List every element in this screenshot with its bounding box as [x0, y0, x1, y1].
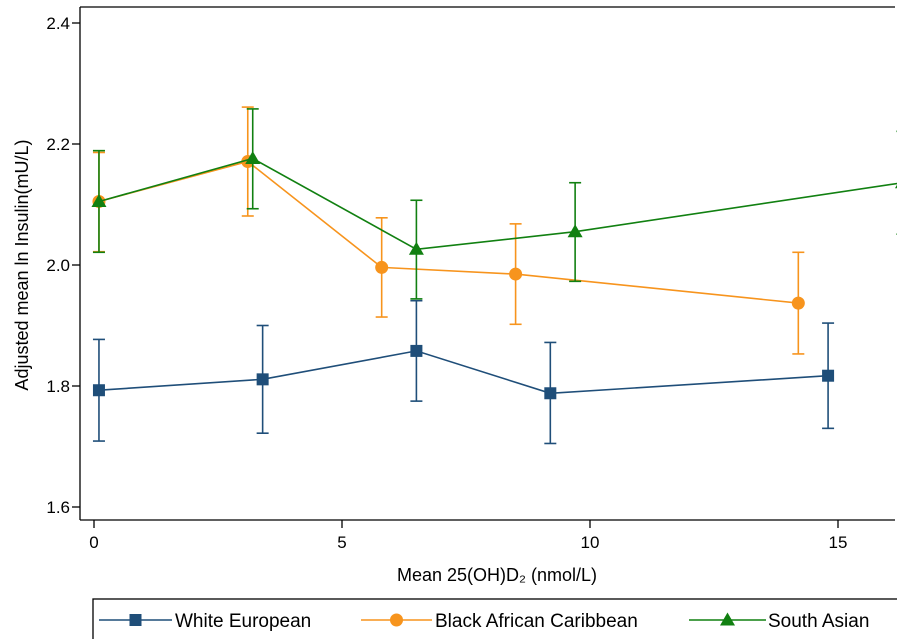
- x-tick-label: 5: [337, 533, 346, 552]
- series-square: [92, 299, 835, 445]
- data-point: [256, 373, 269, 386]
- data-point: [410, 344, 423, 357]
- data-point: [567, 224, 583, 238]
- data-point: [408, 241, 424, 255]
- y-axis-title: Adjusted mean ln Insulin(mU/L): [12, 139, 32, 390]
- data-point: [791, 296, 805, 310]
- y-axis: 1.6 1.8 2.0 2.2 2.4: [46, 14, 80, 517]
- y-tick-label: 2.2: [46, 135, 70, 154]
- data-point: [822, 369, 835, 382]
- legend-label: White European: [175, 611, 311, 632]
- y-tick-label: 1.8: [46, 377, 70, 396]
- legend-swatch-marker: [129, 614, 142, 626]
- legend-swatch-marker: [720, 612, 735, 626]
- y-tick-label: 2.4: [46, 14, 70, 33]
- plot-frame: [79, 6, 895, 521]
- x-tick-label: 10: [581, 533, 600, 552]
- data-point: [245, 151, 261, 165]
- x-axis-title: Mean 25(OH)D₂ (nmol/L): [397, 565, 597, 585]
- x-axis: 0 5 10 15: [89, 520, 847, 552]
- x-tick-label: 15: [829, 533, 848, 552]
- data-point: [509, 267, 523, 281]
- legend-label: Black African Caribbean: [435, 611, 638, 632]
- y-tick-label: 2.0: [46, 256, 70, 275]
- series-layer: [91, 106, 897, 445]
- data-point: [92, 384, 105, 397]
- legend-label: South Asian: [768, 611, 869, 632]
- data-point: [894, 184, 897, 189]
- legend-box: [92, 598, 897, 639]
- data-point: [544, 387, 557, 400]
- legend-swatch-marker: [390, 613, 403, 627]
- y-tick-label: 1.6: [46, 498, 70, 517]
- data-point: [91, 193, 107, 207]
- x-tick-label: 0: [89, 533, 98, 552]
- data-point: [375, 260, 389, 274]
- legend: White European Black African Caribbean Sou…: [92, 598, 897, 639]
- series-triangle: [91, 108, 897, 300]
